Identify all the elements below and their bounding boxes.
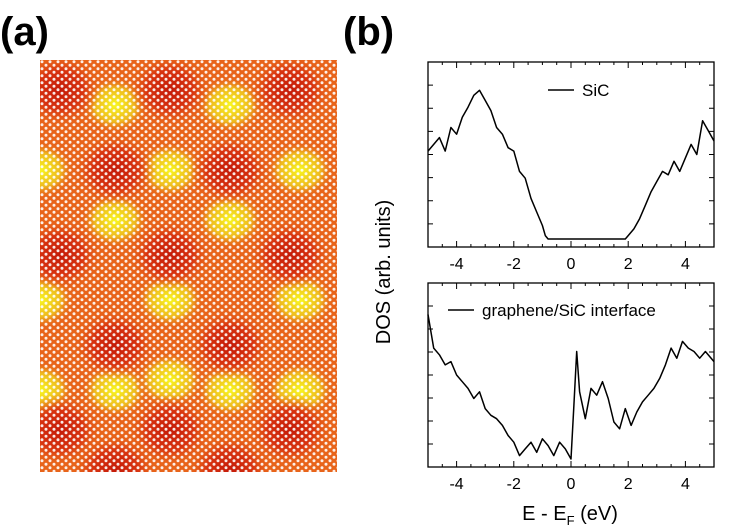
x-tick-label: -2 [507, 476, 521, 493]
x-tick-label: 2 [624, 256, 633, 273]
x-tick-label: 0 [567, 256, 576, 273]
legend-label: graphene/SiC interface [482, 301, 656, 320]
dos-series-line [427, 89, 715, 240]
x-tick-label: -4 [449, 476, 463, 493]
chart-interface: -4 -2 0 2 4 graphene/SiC interface [427, 282, 715, 493]
x-tick-label: -4 [449, 256, 463, 273]
panel-label-a: (a) [0, 10, 49, 54]
x-axis-label-sub: F [567, 513, 575, 528]
x-axis-label-main: E - E [522, 503, 566, 525]
y-axis-label: DOS (arb. units) [373, 200, 395, 344]
x-tick-label: 0 [567, 476, 576, 493]
dos-series-line [427, 314, 715, 460]
stm-atom-lattice [40, 60, 337, 472]
panel-label-b: (b) [343, 10, 395, 54]
x-tick-label: -2 [507, 256, 521, 273]
legend-label: SiC [582, 81, 609, 100]
x-tick-label: 4 [681, 256, 690, 273]
chart-sic: -4 -2 0 2 4 SiC [427, 61, 715, 273]
x-tick-label: 4 [681, 476, 690, 493]
x-axis-label-unit: (eV) [575, 503, 618, 525]
x-tick-label: 2 [624, 476, 633, 493]
x-axis-label: E - EF (eV) [522, 503, 618, 528]
stm-image [40, 60, 337, 472]
